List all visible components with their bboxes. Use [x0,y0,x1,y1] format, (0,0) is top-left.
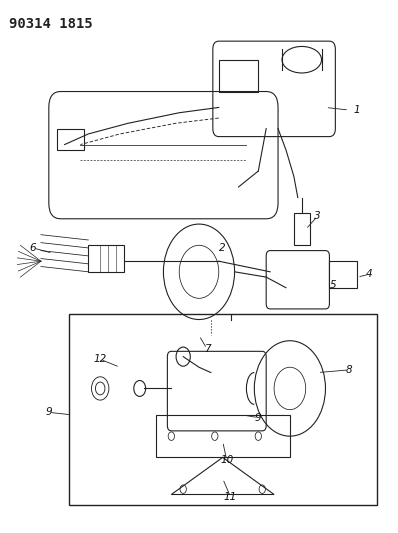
Bar [219,60,258,92]
Text: 12: 12 [94,354,107,364]
Text: 2: 2 [219,243,226,253]
Text: 7: 7 [204,344,210,354]
Bar [68,314,377,505]
Text: 1: 1 [354,105,361,115]
Text: 10: 10 [220,455,233,465]
Text: 5: 5 [330,280,337,290]
Text: 3: 3 [314,211,321,221]
Text: 4: 4 [366,270,372,279]
Text: 11: 11 [224,492,237,502]
Text: 9: 9 [255,413,261,423]
Text: 8: 8 [346,365,353,375]
Bar [88,245,124,272]
Text: 90314 1815: 90314 1815 [9,17,93,31]
Text: 6: 6 [30,243,36,253]
Bar [156,415,290,457]
Text: 9: 9 [45,407,52,417]
Bar [330,261,357,288]
Bar [57,128,84,150]
Bar [294,214,310,245]
